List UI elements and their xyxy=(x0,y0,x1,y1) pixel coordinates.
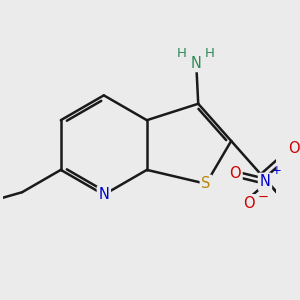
Text: +: + xyxy=(272,164,281,177)
Text: H: H xyxy=(205,46,215,60)
Text: O: O xyxy=(243,196,255,211)
Text: O: O xyxy=(288,141,300,156)
Text: −: − xyxy=(258,191,269,204)
Text: N: N xyxy=(190,56,201,70)
Text: N: N xyxy=(98,187,109,202)
Text: S: S xyxy=(201,176,211,191)
Text: H: H xyxy=(177,46,187,60)
Text: N: N xyxy=(260,174,270,189)
Text: O: O xyxy=(230,167,241,182)
